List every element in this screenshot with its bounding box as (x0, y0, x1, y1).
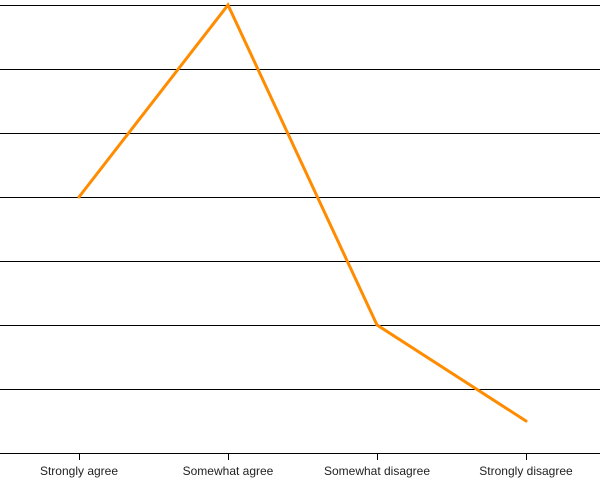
data-point (524, 419, 528, 423)
x-tick-label: Somewhat disagree (324, 464, 430, 478)
data-point (77, 195, 81, 199)
series-layer (77, 2, 528, 423)
x-tick-label: Strongly disagree (479, 464, 573, 478)
x-axis (0, 453, 600, 460)
gridlines (0, 5, 600, 390)
x-tick-labels: Strongly agree Somewhat agree Somewhat dis… (40, 464, 573, 478)
data-point (375, 323, 379, 327)
x-tick-label: Strongly agree (40, 464, 118, 478)
x-tick-label: Somewhat agree (183, 464, 274, 478)
series-line (77, 2, 527, 423)
data-point (226, 3, 230, 7)
